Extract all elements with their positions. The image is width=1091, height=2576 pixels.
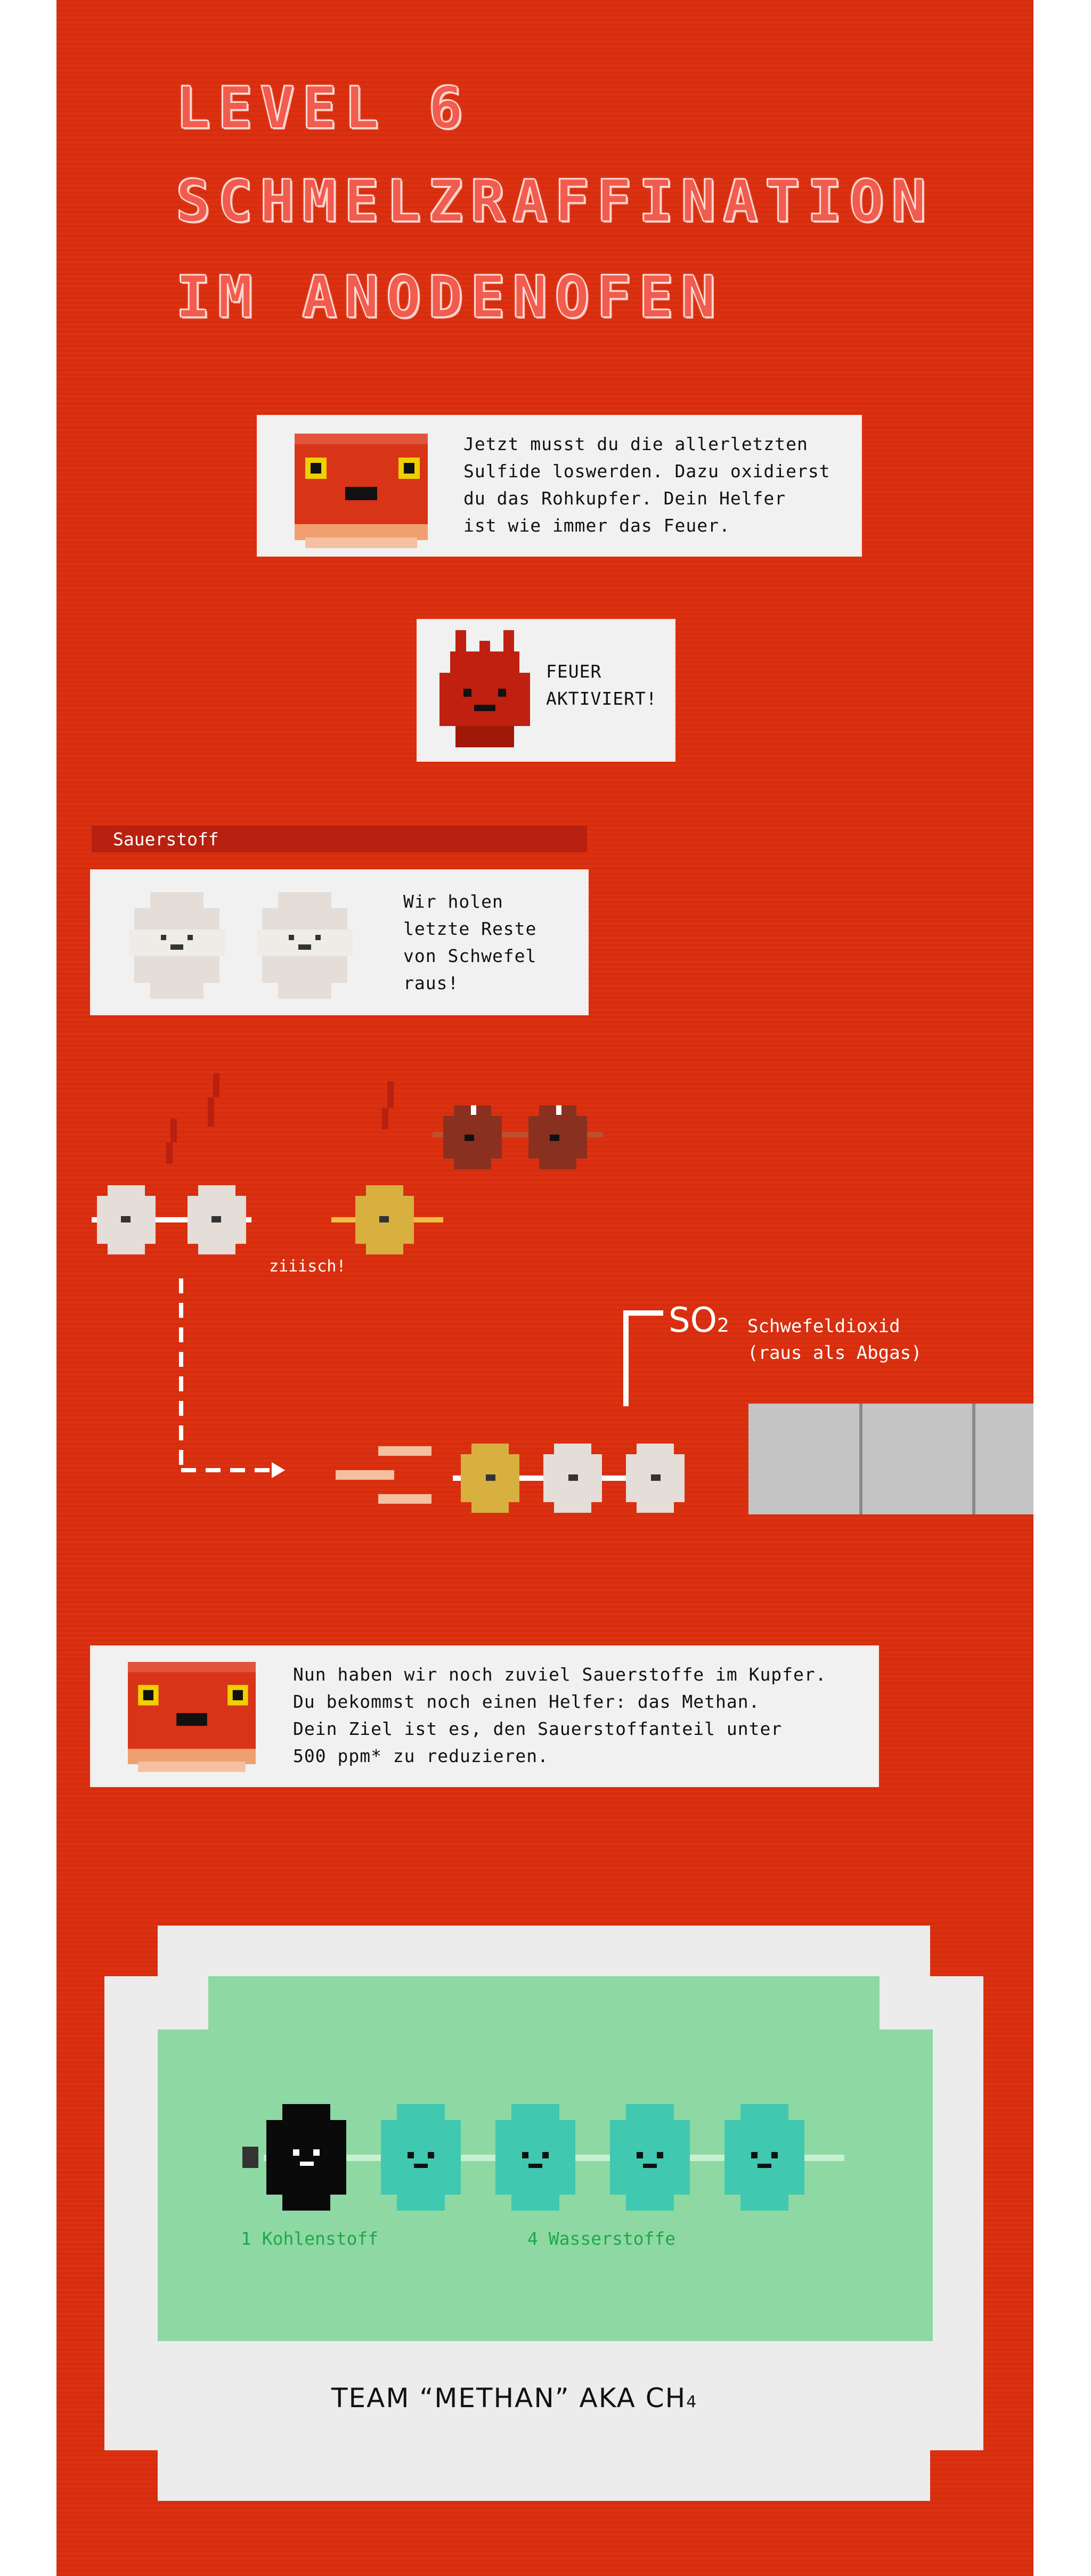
oxygen-atom-icon xyxy=(257,892,353,999)
red-creature-icon xyxy=(295,434,428,548)
reaction-sound: ziiisch! xyxy=(269,1257,346,1276)
hint-text: Nun haben wir noch zuviel Sauerstoffe im… xyxy=(293,1664,827,1766)
intro-dialog: Jetzt musst du die allerletzten Sulfide … xyxy=(258,417,860,555)
carbon-label: 1 Kohlenstoff xyxy=(241,2228,379,2249)
heat-marks-icon xyxy=(166,1073,394,1164)
level-subtitle-line1: SCHMELZRAFFINATION xyxy=(175,168,934,235)
sulfur-atom-icon xyxy=(461,1444,519,1513)
sulfur-atom-icon xyxy=(355,1185,414,1254)
exhaust-pipe xyxy=(748,1404,1033,1514)
oxygen-card-header: Sauerstoff xyxy=(92,826,587,852)
red-creature-icon xyxy=(128,1662,256,1772)
hydrogen-atom-icon xyxy=(381,2104,461,2211)
so2-name: Schwefeldioxid xyxy=(747,1316,900,1337)
hydrogen-label: 4 Wasserstoffe xyxy=(527,2228,676,2249)
oxygen-card: Wir holen letzte Reste von Schwefel raus… xyxy=(92,871,587,1014)
fire-text: FEUER AKTIVIERT! xyxy=(546,661,657,709)
reaction-scene xyxy=(92,1073,603,1254)
copper-atom-icon xyxy=(528,1105,587,1169)
carbon-atom-icon xyxy=(242,2104,346,2211)
level-subtitle-line2: IM ANODENOFEN xyxy=(175,264,723,331)
hint-dialog: Nun haben wir noch zuviel Sauerstoffe im… xyxy=(92,1647,877,1786)
oxygen-atom-icon xyxy=(543,1444,602,1513)
oxygen-card-text: Wir holen letzte Reste von Schwefel raus… xyxy=(403,891,537,993)
methane-molecule xyxy=(242,2104,844,2211)
fire-icon xyxy=(439,630,530,747)
oxygen-atom-icon xyxy=(626,1444,685,1513)
so2-molecule-scene xyxy=(336,1444,685,1513)
so2-bracket xyxy=(623,1310,663,1406)
oxygen-atom-icon xyxy=(97,1185,156,1254)
fire-dialog: FEUER AKTIVIERT! xyxy=(418,621,674,760)
hydrogen-atom-icon xyxy=(495,2104,575,2211)
oxygen-atom-icon xyxy=(129,892,225,999)
oxygen-card-title: Sauerstoff xyxy=(113,829,219,850)
hydrogen-atom-icon xyxy=(610,2104,690,2211)
so2-note: (raus als Abgas) xyxy=(747,1342,922,1364)
copper-atom-icon xyxy=(443,1105,502,1169)
arrow-path-icon xyxy=(179,1278,285,1478)
intro-text: Jetzt musst du die allerletzten Sulfide … xyxy=(463,434,831,536)
so2-formula: SO2 xyxy=(669,1301,729,1340)
team-label: TEAM “METHAN” AKA CH4 xyxy=(331,2383,698,2414)
hydrogen-atom-icon xyxy=(724,2104,804,2211)
level-title: LEVEL 6 xyxy=(175,75,471,142)
oxygen-atom-icon xyxy=(188,1185,246,1254)
